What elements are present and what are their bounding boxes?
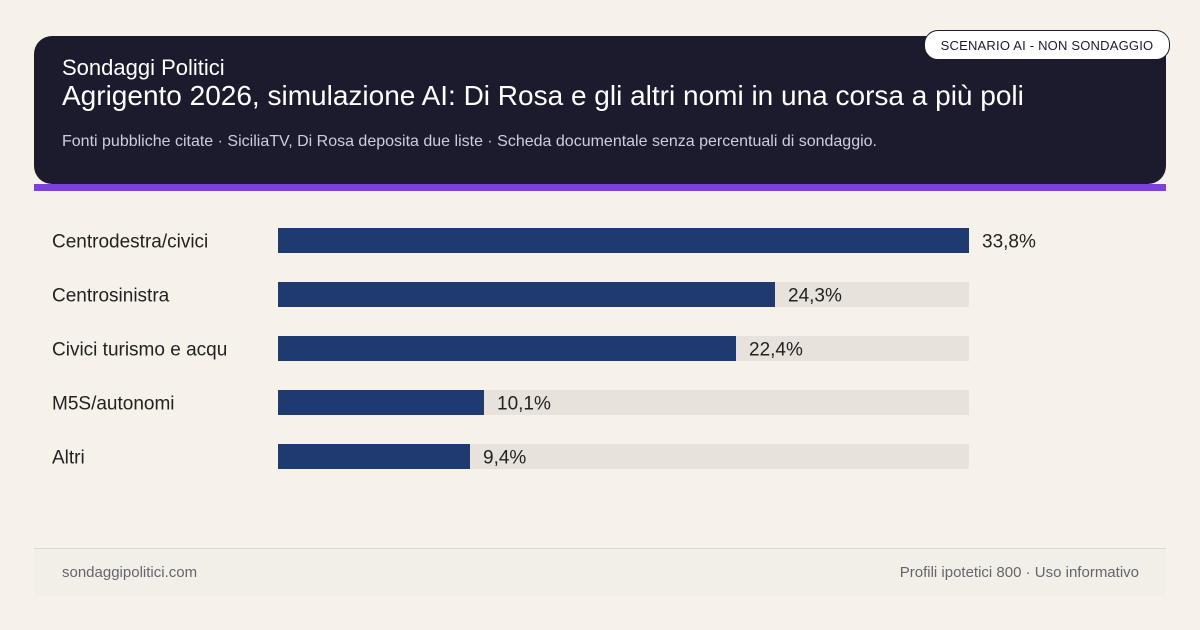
category-label: Altri	[52, 448, 85, 469]
value-label: 9,4%	[483, 448, 526, 469]
page-subtitle: Fonti pubbliche citate · SiciliaTV, Di R…	[62, 133, 877, 150]
bar	[278, 282, 775, 307]
header-panel: Sondaggi Politici Agrigento 2026, simula…	[34, 36, 1166, 184]
value-label: 10,1%	[497, 394, 551, 415]
footer-site[interactable]: sondaggipolitici.com	[62, 564, 198, 581]
category-label: Civici turismo e acqu	[52, 340, 227, 361]
value-label: 22,4%	[749, 340, 803, 361]
page-title: Agrigento 2026, simulazione AI: Di Rosa …	[62, 80, 1024, 111]
category-label: M5S/autonomi	[52, 394, 175, 415]
bar	[278, 444, 470, 469]
header-accent-bar	[34, 184, 1166, 191]
footer-note: Profili ipotetici 800 · Uso informativo	[899, 564, 1139, 581]
brand-name: Sondaggi Politici	[62, 55, 225, 80]
category-label: Centrosinistra	[52, 286, 170, 307]
bar	[278, 390, 484, 415]
category-label: Centrodestra/civici	[52, 232, 208, 253]
value-label: 33,8%	[982, 232, 1036, 253]
bar	[278, 336, 736, 361]
value-label: 24,3%	[788, 286, 842, 307]
bar	[278, 228, 969, 253]
footer: sondaggipolitici.com Profili ipotetici 8…	[34, 548, 1166, 596]
scenario-badge: SCENARIO AI - NON SONDAGGIO	[924, 30, 1170, 60]
